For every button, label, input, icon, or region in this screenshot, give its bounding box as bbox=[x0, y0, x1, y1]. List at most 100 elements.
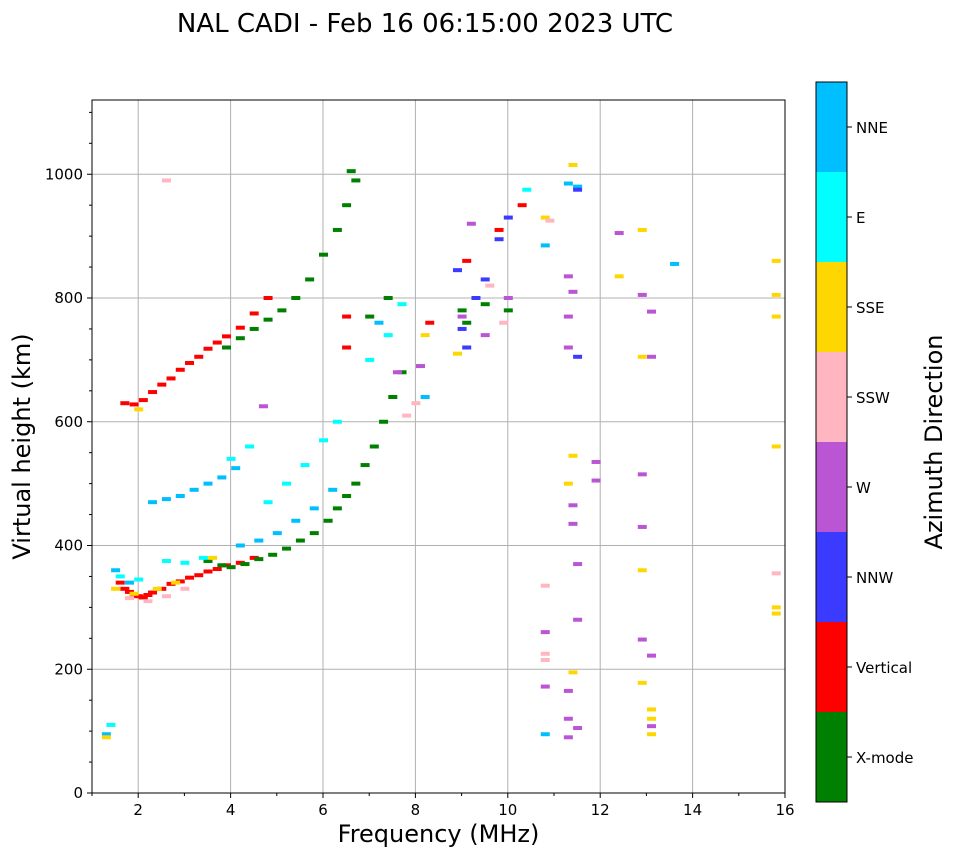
point-sse bbox=[540, 215, 550, 220]
point-nne bbox=[291, 518, 301, 523]
point-vertical bbox=[425, 320, 435, 325]
y-axis-ticks: 0 200 400 600 800 1000 bbox=[45, 111, 92, 802]
point-nne bbox=[111, 568, 121, 573]
colorbar-segment-nnw bbox=[816, 532, 847, 622]
point-nne bbox=[272, 531, 282, 536]
y-tick-label: 1000 bbox=[45, 165, 83, 183]
point-e bbox=[383, 333, 393, 338]
point-e bbox=[397, 302, 407, 307]
point-nnw bbox=[480, 277, 490, 282]
point-sse bbox=[637, 568, 647, 573]
point-sse bbox=[647, 732, 657, 737]
point-w bbox=[568, 289, 578, 294]
plot-background bbox=[92, 100, 785, 793]
point-w bbox=[647, 724, 657, 729]
point-w bbox=[258, 404, 268, 409]
point-nne bbox=[148, 500, 158, 505]
point-vertical bbox=[342, 314, 352, 319]
point-e bbox=[522, 187, 532, 192]
point-vertical bbox=[221, 334, 231, 339]
point-sse bbox=[208, 555, 218, 560]
point-e bbox=[282, 481, 292, 486]
y-tick-label: 800 bbox=[54, 289, 83, 307]
point-vertical bbox=[115, 580, 125, 585]
point-vertical bbox=[124, 589, 134, 594]
point-w bbox=[647, 309, 657, 314]
point-nne bbox=[309, 506, 319, 511]
point-nne bbox=[573, 184, 583, 189]
point-vertical bbox=[148, 390, 158, 395]
colorbar-label: Azimuth Direction bbox=[920, 335, 948, 550]
point-vertical bbox=[129, 402, 139, 407]
point-vertical bbox=[138, 595, 148, 600]
point-nnw bbox=[462, 345, 472, 350]
x-tick-label: 6 bbox=[318, 801, 328, 819]
point-x-mode bbox=[462, 320, 472, 325]
point-ssw bbox=[540, 651, 550, 656]
colorbar-frame bbox=[815, 81, 848, 803]
point-vertical bbox=[157, 586, 167, 591]
point-x-mode bbox=[235, 336, 245, 341]
point-nnw bbox=[573, 354, 583, 359]
point-vertical bbox=[138, 398, 148, 403]
point-vertical bbox=[166, 581, 176, 586]
y-axis-label: Virtual height (km) bbox=[8, 333, 36, 559]
point-x-mode bbox=[346, 169, 356, 174]
point-e bbox=[263, 500, 273, 505]
point-sse bbox=[452, 351, 462, 356]
point-w bbox=[647, 653, 657, 658]
point-x-mode bbox=[379, 419, 389, 424]
point-sse bbox=[568, 162, 578, 167]
point-x-mode bbox=[305, 277, 315, 282]
x-tick-label: 2 bbox=[133, 801, 143, 819]
colorbar-segment-e bbox=[816, 172, 847, 262]
point-x-mode bbox=[503, 308, 513, 313]
point-sse bbox=[563, 481, 573, 486]
point-ssw bbox=[540, 657, 550, 662]
point-x-mode bbox=[277, 308, 287, 313]
point-w bbox=[563, 688, 573, 693]
point-nne bbox=[217, 475, 227, 480]
point-e bbox=[300, 463, 310, 468]
grid-lines bbox=[92, 100, 786, 794]
point-vertical bbox=[221, 563, 231, 568]
point-x-mode bbox=[309, 531, 319, 536]
point-w bbox=[647, 354, 657, 359]
chart-title: NAL CADI - Feb 16 06:15:00 2023 UTC bbox=[177, 9, 673, 39]
point-w bbox=[591, 478, 601, 483]
point-nnw bbox=[457, 326, 467, 331]
point-w bbox=[573, 562, 583, 567]
point-nne bbox=[101, 732, 111, 737]
colorbar-tick-label: SSE bbox=[856, 299, 885, 317]
point-ssw bbox=[540, 583, 550, 588]
point-e bbox=[245, 444, 255, 449]
point-nne bbox=[374, 320, 384, 325]
point-w bbox=[540, 684, 550, 689]
point-w bbox=[637, 292, 647, 297]
point-x-mode bbox=[203, 558, 213, 563]
point-vertical bbox=[462, 258, 472, 263]
point-nne bbox=[254, 538, 264, 543]
point-nne bbox=[670, 261, 680, 266]
point-x-mode bbox=[360, 463, 370, 468]
point-w bbox=[614, 231, 624, 236]
point-nne bbox=[540, 243, 550, 248]
point-vertical bbox=[120, 586, 130, 591]
point-sse bbox=[129, 591, 139, 596]
point-x-mode bbox=[480, 302, 490, 307]
point-w bbox=[503, 296, 513, 300]
point-vertical bbox=[203, 569, 213, 574]
point-e bbox=[319, 438, 328, 443]
point-vertical bbox=[212, 567, 222, 572]
x-tick-label: 12 bbox=[591, 801, 610, 819]
point-w bbox=[563, 274, 573, 279]
point-w bbox=[540, 630, 550, 635]
point-sse bbox=[637, 680, 647, 685]
point-x-mode bbox=[342, 494, 352, 498]
colorbar-segment-nne bbox=[816, 82, 847, 172]
point-vertical bbox=[120, 401, 130, 406]
point-vertical bbox=[263, 296, 273, 300]
point-x-mode bbox=[397, 370, 407, 375]
point-e bbox=[106, 722, 116, 727]
